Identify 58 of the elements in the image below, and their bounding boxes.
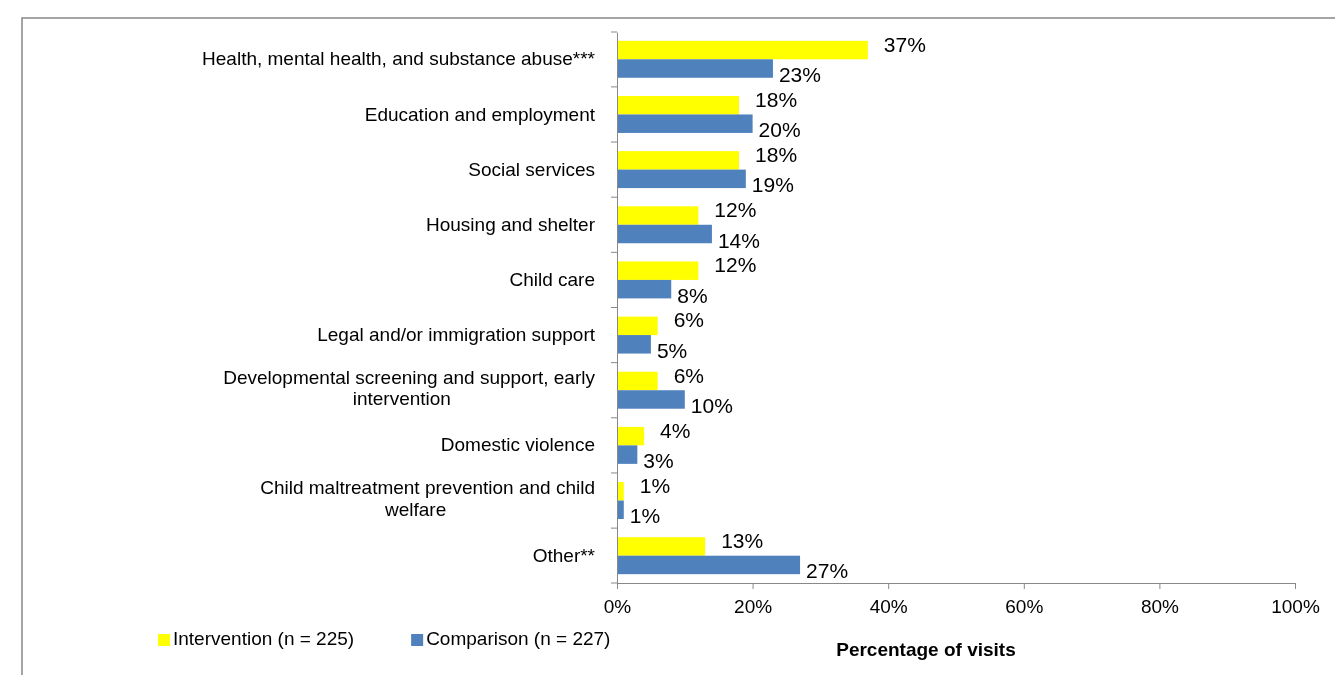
- bar: [617, 335, 651, 354]
- data-label: 23%: [778, 63, 821, 87]
- data-label: 12%: [714, 198, 757, 222]
- data-label: 20%: [758, 118, 801, 142]
- bar: [617, 445, 638, 464]
- data-label: 18%: [755, 142, 798, 166]
- y-tick-label: Health, mental health, and substance abuse***: [202, 48, 596, 70]
- bar: [617, 224, 712, 244]
- data-label: 14%: [717, 228, 760, 252]
- data-label: 6%: [673, 363, 705, 387]
- legend-label: Comparison (n = 227): [426, 628, 611, 650]
- bar: [617, 114, 753, 133]
- bar: [617, 371, 658, 391]
- y-tick-label: Housing and shelter: [426, 213, 596, 235]
- data-label: 19%: [751, 173, 794, 197]
- bar: [617, 40, 868, 60]
- data-label: 10%: [690, 394, 733, 418]
- data-label: 3%: [643, 449, 674, 473]
- y-tick-label: Legal and/or immigration support: [317, 324, 596, 346]
- data-label: 37%: [883, 32, 926, 56]
- x-axis-title: Percentage of visits: [836, 639, 1016, 660]
- x-tick-label: 60%: [1005, 595, 1044, 617]
- data-label: 6%: [673, 308, 705, 332]
- data-label: 18%: [755, 87, 798, 111]
- y-tick-label: Child maltreatment prevention and child welfare: [260, 476, 595, 520]
- y-tick-label: Developmental screening and support, early intervention: [223, 366, 596, 410]
- bar: [617, 169, 746, 189]
- data-label: 4%: [660, 418, 691, 442]
- y-tick-label: Social services: [468, 158, 595, 180]
- bar: [617, 279, 672, 299]
- bar: [617, 316, 658, 336]
- bar: [617, 555, 801, 575]
- bar: [617, 390, 685, 409]
- x-tick-label: 40%: [869, 595, 908, 617]
- x-tick-label: 20%: [734, 595, 773, 617]
- y-tick-label: Education and employment: [364, 103, 596, 125]
- y-tick-label: Other**: [532, 544, 596, 566]
- bar: [617, 537, 706, 556]
- bar: [617, 261, 699, 280]
- x-tick-label: 80%: [1140, 595, 1180, 617]
- bar: [617, 482, 624, 501]
- data-label: 1%: [629, 504, 661, 528]
- y-tick-label: Child care: [509, 269, 595, 290]
- data-label: 12%: [714, 253, 757, 277]
- x-tick-label: 0%: [603, 595, 632, 617]
- data-label: 13%: [721, 529, 764, 553]
- data-label: 27%: [806, 559, 849, 583]
- bar: [617, 95, 740, 115]
- bar: [617, 151, 740, 170]
- legend-label: Intervention (n = 225): [173, 628, 355, 650]
- bar: [617, 426, 645, 446]
- data-label: 1%: [639, 473, 671, 497]
- data-label: 5%: [656, 338, 688, 362]
- y-tick-label: Domestic violence: [440, 434, 595, 456]
- bar: [617, 59, 773, 78]
- bar: [617, 206, 699, 225]
- x-tick-label: 100%: [1271, 595, 1320, 617]
- data-label: 8%: [677, 283, 708, 307]
